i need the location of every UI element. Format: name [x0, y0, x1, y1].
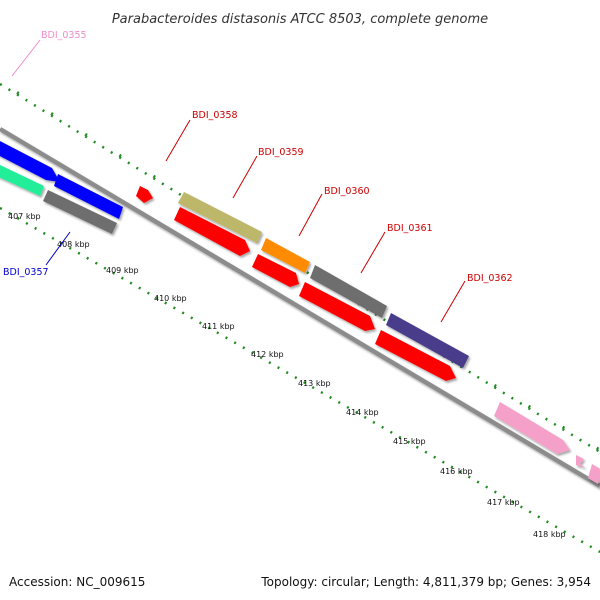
gene-label-bdi-0360[interactable]: BDI_0360: [324, 186, 370, 197]
gene-label-bdi-0359[interactable]: BDI_0359: [258, 147, 304, 158]
gene-feature[interactable]: [136, 186, 153, 203]
gene-feature[interactable]: [0, 164, 44, 196]
gene-feature[interactable]: [261, 238, 310, 273]
tick-label: 415 kbp: [393, 437, 426, 446]
gene-feature[interactable]: [576, 455, 586, 468]
label-leader-line: [298, 193, 323, 237]
gene-feature[interactable]: [299, 282, 375, 331]
tick-label: 407 kbp: [8, 212, 41, 221]
accession-text: Accession: NC_009615: [9, 575, 145, 589]
tick-label: 410 kbp: [154, 294, 187, 303]
tick-label: 412 kbp: [251, 350, 284, 359]
gene-feature[interactable]: [310, 265, 387, 318]
gene-feature[interactable]: [252, 254, 299, 287]
gene-label-bdi-0357[interactable]: BDI_0357: [3, 267, 49, 278]
tick-label: 408 kbp: [57, 240, 90, 249]
label-leader-line: [11, 39, 41, 77]
feature-track-forward: [0, 140, 600, 484]
gene-feature[interactable]: [375, 330, 456, 381]
tick-label: 413 kbp: [298, 379, 331, 388]
gene-feature[interactable]: [178, 192, 262, 243]
tick-label: 417 kbp: [487, 498, 520, 507]
gene-label-bdi-0361[interactable]: BDI_0361: [387, 223, 433, 234]
label-leader-line: [45, 231, 71, 266]
tick-label: 411 kbp: [202, 322, 235, 331]
gene-labels: BDI_0355 BDI_0357 BDI_0358 BDI_0359 BDI_…: [3, 30, 513, 323]
label-leader-line: [360, 231, 386, 274]
gene-feature[interactable]: [588, 464, 600, 484]
gene-label-bdi-0358[interactable]: BDI_0358: [192, 110, 238, 121]
tick-labels: 407 kbp 408 kbp 409 kbp 410 kbp 411 kbp …: [8, 212, 566, 539]
gene-label-bdi-0355[interactable]: BDI_0355: [41, 30, 87, 41]
gene-feature[interactable]: [43, 190, 117, 234]
topology-text: Topology: circular; Length: 4,811,379 bp…: [260, 575, 591, 589]
gene-label-bdi-0362[interactable]: BDI_0362: [467, 273, 513, 284]
gene-feature[interactable]: [174, 207, 250, 256]
label-leader-line: [232, 155, 258, 199]
gene-feature[interactable]: [54, 174, 123, 219]
label-leader-line: [440, 280, 466, 323]
map-title: Parabacteroides distasonis ATCC 8503, co…: [112, 12, 488, 27]
tick-label: 418 kbp: [533, 530, 566, 539]
gene-feature[interactable]: [386, 313, 469, 368]
gene-feature[interactable]: [0, 140, 60, 182]
label-leader-line: [165, 119, 191, 162]
tick-label: 416 kbp: [440, 467, 473, 476]
tick-label: 409 kbp: [106, 266, 139, 275]
tick-label: 414 kbp: [346, 408, 379, 417]
gene-feature[interactable]: [494, 402, 570, 454]
feature-track-reverse: [0, 164, 456, 381]
genome-backbone: [0, 127, 600, 488]
